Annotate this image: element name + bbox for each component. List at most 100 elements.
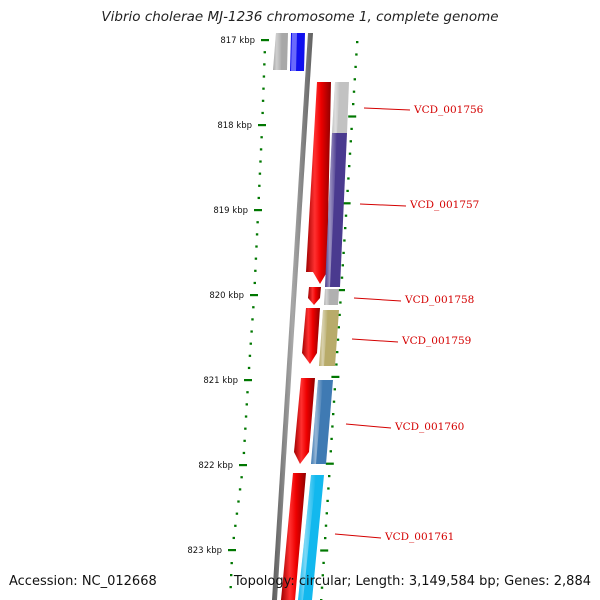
outer-ruler-mark [348,152,352,155]
cds-arrow [306,82,331,284]
ruler-dot [252,306,255,309]
outer-ruler-mark [342,251,345,254]
top-gene-block [273,33,305,71]
ruler-dot [245,403,248,406]
outer-ruler-mark [328,475,331,478]
cds-arrow [281,473,306,600]
ruler-tick [254,209,262,212]
outer-ruler-mark [343,239,346,242]
ruler-dot [242,451,246,455]
ruler-tick [258,124,266,127]
outer-ruler-mark [332,413,335,416]
ruler-tick-label: 821 kbp [203,376,238,386]
gene-label: VCD_001757 [409,199,479,211]
outer-ruler-mark [331,425,334,428]
outer-ruler-mark [337,326,340,329]
gene-block-shine [325,133,337,287]
outer-ruler-mark [344,214,348,217]
gene-label: VCD_001760 [394,421,464,433]
outer-ruler-mark [338,313,341,316]
ruler-dot [247,366,251,370]
ruler-dot [235,512,239,515]
gene-blocks [298,82,349,600]
outer-ruler-mark [324,524,328,527]
outer-ruler-mark [333,388,336,391]
gene-leader-line [351,338,399,343]
gene-leader-line [334,533,382,539]
outer-ruler-mark [327,487,330,490]
outer-ruler-mark [342,202,351,205]
ruler-tick-label: 820 kbp [209,291,244,301]
ruler-dot [243,439,246,442]
outer-ruler-mark [356,41,359,44]
outer-ruler-mark [346,189,349,192]
outer-ruler-mark [336,351,339,354]
ruler-dot [256,221,259,224]
map-title: Vibrio cholerae MJ-1236 chromosome 1, co… [101,9,499,25]
gene-block-shine [298,475,316,600]
ruler-dot [240,476,243,479]
outer-ruler-mark [320,586,324,589]
outer-ruler-mark [344,227,347,230]
gene-leader-line [359,203,407,207]
genome-summary-text: Topology: circular; Length: 3,149,584 bp… [233,574,591,589]
outer-ruler-mark [347,177,350,180]
outer-ruler-mark [325,512,328,515]
ruler-dot [261,111,264,115]
outer-ruler-mark [339,301,342,304]
gene-label: VCD_001756 [413,104,484,116]
ruler-dot [250,330,253,333]
ruler-tick-label: 823 kbp [187,546,222,556]
gene-block-shine [319,310,328,366]
outer-ruler-mark [340,276,344,279]
ruler-ticks: 817 kbp 818 kbp 819 kbp 820 kbp 821 kbp 822 k… [187,36,269,556]
ruler-dot [253,281,256,285]
outer-ruler-mark [352,90,356,93]
ruler-dot [255,245,258,248]
ruler-dot [258,184,261,187]
ruler-dot [254,257,258,260]
ruler-dot [260,136,263,139]
ruler-dot [263,51,266,54]
ruler-dot [249,342,252,345]
accession-text: Accession: NC_012668 [9,574,157,589]
gene-labels: VCD_001756 VCD_001757 VCD_001758 VCD_001759… [334,104,484,543]
ruler-dot [259,148,263,151]
outer-ruler-mark [354,65,357,68]
cds-strand [281,82,331,600]
ruler-dot [230,574,233,577]
ruler-dot [262,75,266,78]
cds-arrow [302,308,320,364]
gene-leader-line [363,107,411,111]
ruler-dot [229,586,232,589]
ruler-dot [230,562,233,565]
chromosome-backbone [272,33,313,600]
outer-ruler-mark [322,561,325,564]
outer-ruler-mark [329,450,332,453]
outer-ruler-mark [326,499,329,502]
outer-ruler-mark [330,437,333,440]
outer-ruler-mark [352,103,355,106]
gene-block-shine [324,289,330,305]
outer-ruler-mark [321,574,324,577]
outer-ruler-mark [341,264,344,267]
gene-label: VCD_001761 [384,531,454,543]
outer-ruler-mark [324,537,327,540]
ruler-tick-label: 819 kbp [213,206,248,216]
ruler-tick-label: 822 kbp [198,461,233,471]
ruler-dot [257,196,260,200]
cds-arrow [294,378,315,464]
gene-label: VCD_001758 [404,294,474,306]
ruler-dot [248,354,252,357]
ruler-dot [251,318,254,321]
ruler-tick [244,379,252,382]
outer-ruler-mark [325,462,334,465]
outer-ruler-mark [335,363,338,366]
ruler-dot [244,427,247,430]
ruler-dot [232,536,235,540]
ruler-dot [261,99,265,102]
outer-ruler-mark [355,53,358,56]
ruler-dot [262,87,265,90]
ruler-tick [228,549,236,552]
outer-ruler-mark [348,115,357,118]
